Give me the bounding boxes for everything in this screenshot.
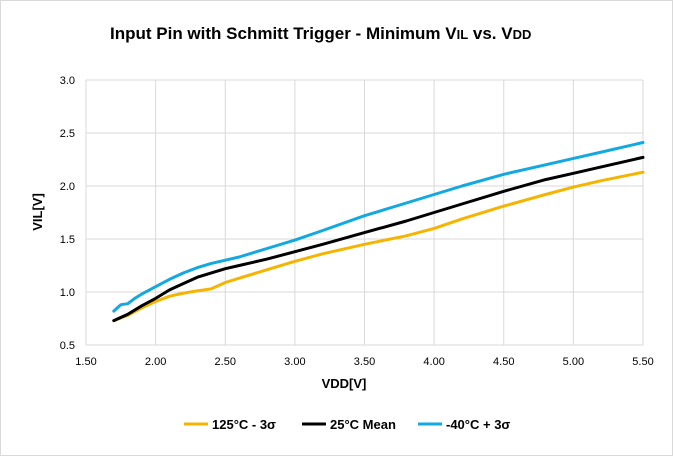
x-tick-label: 1.50 bbox=[75, 356, 96, 368]
x-tick-label: 5.50 bbox=[632, 356, 653, 368]
title-sub-il: IL bbox=[456, 27, 469, 42]
legend-label-1: 25°C Mean bbox=[330, 417, 396, 432]
title-middle: vs. V bbox=[468, 24, 513, 43]
y-tick-label: 0.5 bbox=[60, 340, 75, 352]
y-tick-label: 2.0 bbox=[60, 181, 75, 193]
series-line-1 bbox=[112, 155, 645, 323]
y-tick-label: 3.0 bbox=[60, 75, 75, 87]
x-tick-label: 2.00 bbox=[145, 356, 166, 368]
chart-title: Input Pin with Schmitt Trigger - Minimum… bbox=[110, 24, 531, 44]
y-axis-title: VIL[V] bbox=[30, 193, 45, 231]
x-tick-label: 4.00 bbox=[423, 356, 444, 368]
x-tick-label: 5.00 bbox=[563, 356, 584, 368]
legend-label-2: -40°C + 3σ bbox=[446, 417, 510, 432]
y-tick-label: 1.5 bbox=[60, 234, 75, 246]
title-prefix: Input Pin with Schmitt Trigger - Minimum… bbox=[110, 24, 457, 43]
series-line-0 bbox=[112, 170, 645, 323]
x-tick-label: 3.50 bbox=[354, 356, 375, 368]
legend-label-0: 125°C - 3σ bbox=[212, 417, 276, 432]
x-tick-label: 4.50 bbox=[493, 356, 514, 368]
x-tick-label: 3.00 bbox=[284, 356, 305, 368]
series-line-2 bbox=[112, 141, 645, 313]
x-tick-label: 2.50 bbox=[215, 356, 236, 368]
title-sub-dd: DD bbox=[512, 27, 532, 42]
series-lines bbox=[112, 141, 645, 323]
x-axis-title: VDD[V] bbox=[322, 376, 367, 391]
gridlines bbox=[85, 79, 644, 346]
legend: 125°C - 3σ 25°C Mean -40°C + 3σ bbox=[184, 417, 510, 432]
y-tick-labels: 0.5 1.0 1.5 2.0 2.5 3.0 bbox=[60, 75, 75, 352]
y-tick-label: 2.5 bbox=[60, 128, 75, 140]
y-tick-label: 1.0 bbox=[60, 287, 75, 299]
x-tick-labels: 1.50 2.00 2.50 3.00 3.50 4.00 4.50 5.00 5.50 bbox=[75, 356, 653, 368]
